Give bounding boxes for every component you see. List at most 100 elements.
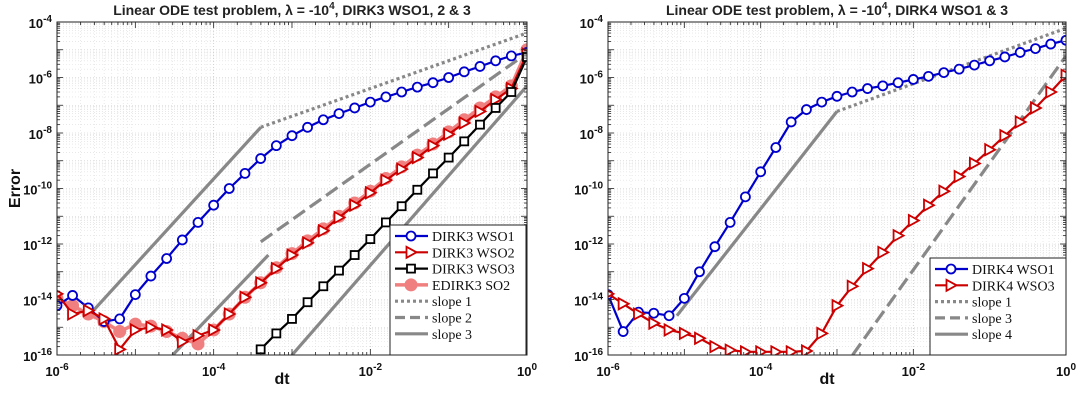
data-point-dirk4-wso3 [678,326,692,341]
y-tick-label: 10-4 [580,14,604,31]
legend-item-slope-2: slope 2 [395,312,472,327]
data-point-dirk3-wso2 [239,290,253,305]
data-point-dirk4-wso3 [648,316,662,331]
x-tick-label: 10-6 [596,362,620,379]
data-point-dirk3-wso2 [270,261,284,276]
data-point-dirk4-wso1 [1045,38,1057,50]
data-point-dirk4-wso1 [862,83,873,94]
data-point-dirk4-wso1 [678,292,690,304]
legend-item-dirk4-wso3: DIRK4 WSO3 [935,278,1055,294]
y-tick-label: 10-6 [29,70,53,87]
legend-item-slope-1: slope 1 [935,296,1012,311]
data-point-dirk3-wso2 [176,334,190,349]
legend-label: slope 3 [972,312,1012,327]
x-tick-label: 10-6 [45,362,69,379]
reference-line-slope-2 [259,51,527,244]
data-point-dirk4-wso1 [892,77,904,89]
data-point-dirk3-wso3 [334,265,344,276]
data-point-dirk3-wso3 [522,52,527,62]
data-point-dirk3-wso2 [82,303,96,318]
data-point-dirk3-wso2 [67,306,80,322]
data-point-dirk4-wso3 [617,296,631,311]
data-point-dirk4-wso1 [846,86,858,98]
data-point-dirk3-wso2 [208,322,222,337]
y-axis-label: Error [7,169,24,208]
data-point-dirk3-wso3 [459,136,470,147]
data-point-dirk3-wso2 [427,138,441,153]
data-point-dirk3-wso1 [317,114,329,126]
data-point-dirk3-wso3 [428,168,438,179]
data-point-dirk4-wso3 [892,228,906,243]
y-tick-label: 10-6 [580,70,604,87]
data-point-dirk3-wso1 [333,108,345,120]
chart-panel-2: 10-6 10-4 10-2 100 10-16 10-14 10-12 10-10 10-8 1… [574,1,1076,388]
data-point-dirk4-wso1 [770,142,782,153]
x-tick-label: 100 [1056,362,1076,379]
data-point-dirk4-wso1 [663,310,675,322]
data-point-dirk4-wso3 [633,306,646,322]
y-tick-label: 10-16 [574,347,603,364]
data-point-dirk3-wso1 [427,77,439,89]
data-point-dirk3-wso1 [505,50,517,62]
data-point-dirk4-wso3 [938,184,952,199]
data-point-dirk4-wso3 [923,198,936,213]
data-point-dirk3-wso1 [114,313,126,325]
legend-item-slope-3: slope 3 [395,328,472,343]
legend-label: EDIRK3 SO2 [432,279,510,294]
data-point-dirk3-wso1 [270,140,282,152]
legend-marker [405,230,417,242]
data-point-dirk4-wso3 [1060,68,1066,83]
data-point-dirk3-wso2 [380,173,394,188]
data-point-dirk3-wso3 [318,281,329,292]
data-point-dirk4-wso1 [1014,47,1026,58]
data-point-dirk3-wso2 [364,185,378,200]
data-point-dirk3-wso3 [349,250,360,260]
data-point-dirk4-wso1 [694,266,705,278]
data-point-dirk3-wso2 [161,322,175,337]
legend-marker [404,278,418,292]
x-axis-label: dt [819,371,835,388]
data-point-dirk3-wso2 [317,223,331,238]
data-point-dirk4-wso1 [785,116,797,128]
legend-label: slope 1 [972,296,1012,311]
data-point-dirk3-wso1 [67,290,78,301]
data-point-dirk4-wso1 [831,90,843,102]
series-group [57,31,527,355]
chart-title: Linear ODE test problem, λ = -104, DIRK4… [666,1,1008,18]
data-point-dirk4-wso1 [877,80,889,92]
data-point-dirk3-wso3 [380,217,391,228]
y-tick-label: 10-14 [574,292,603,309]
data-point-dirk3-wso2 [223,306,237,322]
data-point-dirk3-wso2 [145,320,159,335]
reference-line-slope-4 [675,110,839,317]
data-point-dirk4-wso1 [617,326,629,337]
data-point-dirk3-wso1 [396,86,408,98]
data-point-dirk3-wso3 [396,201,407,212]
data-point-dirk4-wso3 [694,331,707,346]
data-point-dirk4-wso3 [953,169,967,184]
y-tick-label: 10-8 [29,125,53,142]
data-point-dirk3-wso1 [458,66,470,78]
data-point-dirk4-wso3 [846,279,860,294]
reference-line-slope-1 [260,31,527,129]
legend-item-dirk3-wso3: DIRK3 WSO3 [395,263,515,278]
legend-item-dirk4-wso1: DIRK4 WSO1 [935,263,1055,278]
data-point-dirk3-wso1 [223,183,235,194]
data-point-dirk3-wso2 [255,275,269,290]
y-tick-label: 10-12 [574,236,603,253]
data-point-dirk4-wso1 [816,96,828,108]
data-point-dirk4-wso1 [1060,34,1066,46]
data-point-dirk3-wso1 [255,153,267,164]
data-point-dirk4-wso1 [938,67,950,79]
data-point-dirk3-wso2 [349,198,363,213]
data-point-dirk3-wso2 [98,311,112,326]
x-tick-label: 10-2 [902,362,926,379]
data-point-dirk3-wso2 [490,92,504,107]
data-point-dirk3-wso3 [365,234,376,245]
legend-label: DIRK4 WSO1 [972,263,1055,278]
data-point-dirk3-wso1 [364,96,376,108]
data-point-dirk3-wso1 [161,253,173,264]
data-point-dirk3-wso2 [333,210,347,225]
data-point-dirk3-wso1 [443,72,455,83]
legend-label: slope 4 [972,328,1012,343]
